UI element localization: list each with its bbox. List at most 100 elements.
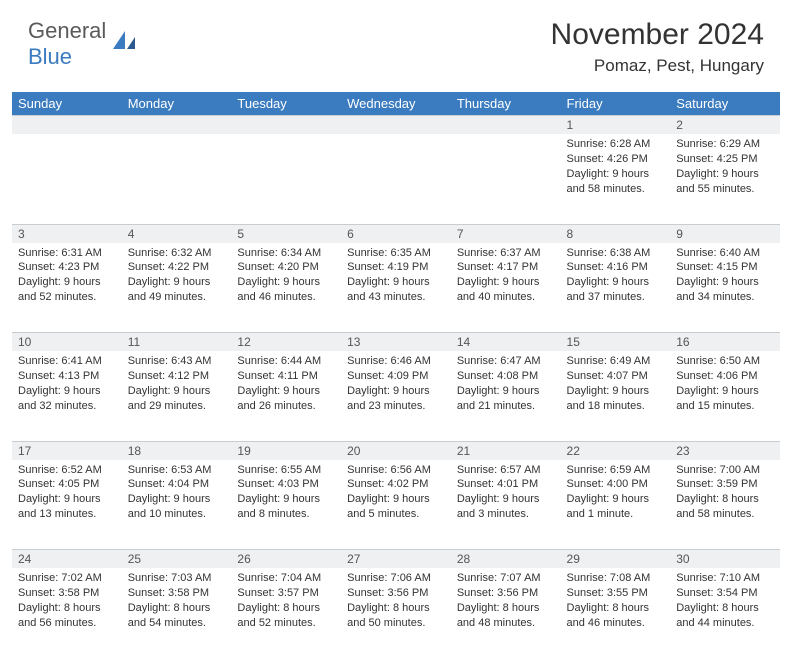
- day-content-cell: Sunrise: 6:28 AMSunset: 4:26 PMDaylight:…: [561, 134, 671, 224]
- daylight-text-2: and 43 minutes.: [347, 290, 445, 305]
- daylight-text-2: and 29 minutes.: [128, 399, 226, 414]
- sunset-text: Sunset: 4:02 PM: [347, 477, 445, 492]
- day-content-row: Sunrise: 6:31 AMSunset: 4:23 PMDaylight:…: [12, 243, 780, 333]
- sunrise-text: Sunrise: 6:44 AM: [237, 354, 335, 369]
- sunset-text: Sunset: 3:54 PM: [676, 586, 774, 601]
- sunrise-text: Sunrise: 6:29 AM: [676, 137, 774, 152]
- daylight-text-2: and 5 minutes.: [347, 507, 445, 522]
- day-number-cell: 10: [12, 333, 122, 352]
- day-content-cell: Sunrise: 6:59 AMSunset: 4:00 PMDaylight:…: [561, 460, 671, 550]
- daylight-text-2: and 40 minutes.: [457, 290, 555, 305]
- day-number-cell: 25: [122, 550, 232, 569]
- day-number-row: 3456789: [12, 224, 780, 243]
- day-number-cell: 15: [561, 333, 671, 352]
- day-number-cell: [451, 116, 561, 135]
- day-content-cell: Sunrise: 6:57 AMSunset: 4:01 PMDaylight:…: [451, 460, 561, 550]
- day-number-cell: 14: [451, 333, 561, 352]
- day-number-cell: 4: [122, 224, 232, 243]
- day-number-cell: 9: [670, 224, 780, 243]
- day-number-cell: 7: [451, 224, 561, 243]
- day-content-cell: Sunrise: 7:02 AMSunset: 3:58 PMDaylight:…: [12, 568, 122, 658]
- sunrise-text: Sunrise: 6:56 AM: [347, 463, 445, 478]
- day-content-cell: Sunrise: 6:49 AMSunset: 4:07 PMDaylight:…: [561, 351, 671, 441]
- daylight-text-2: and 58 minutes.: [567, 182, 665, 197]
- day-content-cell: Sunrise: 6:34 AMSunset: 4:20 PMDaylight:…: [231, 243, 341, 333]
- sunset-text: Sunset: 3:59 PM: [676, 477, 774, 492]
- day-number-cell: 28: [451, 550, 561, 569]
- day-content-cell: Sunrise: 7:03 AMSunset: 3:58 PMDaylight:…: [122, 568, 232, 658]
- daylight-text-1: Daylight: 9 hours: [128, 492, 226, 507]
- day-content-cell: Sunrise: 7:08 AMSunset: 3:55 PMDaylight:…: [561, 568, 671, 658]
- day-number-cell: 6: [341, 224, 451, 243]
- sunrise-text: Sunrise: 6:43 AM: [128, 354, 226, 369]
- daylight-text-1: Daylight: 9 hours: [457, 492, 555, 507]
- sunset-text: Sunset: 4:23 PM: [18, 260, 116, 275]
- sunrise-text: Sunrise: 7:08 AM: [567, 571, 665, 586]
- daylight-text-1: Daylight: 9 hours: [18, 384, 116, 399]
- sunset-text: Sunset: 4:06 PM: [676, 369, 774, 384]
- day-content-cell: Sunrise: 6:43 AMSunset: 4:12 PMDaylight:…: [122, 351, 232, 441]
- day-content-cell: Sunrise: 7:10 AMSunset: 3:54 PMDaylight:…: [670, 568, 780, 658]
- day-number-cell: 5: [231, 224, 341, 243]
- daylight-text-1: Daylight: 9 hours: [347, 275, 445, 290]
- weekday-header: Monday: [122, 92, 232, 116]
- sunset-text: Sunset: 4:07 PM: [567, 369, 665, 384]
- day-content-row: Sunrise: 6:28 AMSunset: 4:26 PMDaylight:…: [12, 134, 780, 224]
- daylight-text-2: and 48 minutes.: [457, 616, 555, 631]
- daylight-text-1: Daylight: 8 hours: [347, 601, 445, 616]
- sunrise-text: Sunrise: 6:32 AM: [128, 246, 226, 261]
- day-number-row: 10111213141516: [12, 333, 780, 352]
- daylight-text-1: Daylight: 9 hours: [128, 275, 226, 290]
- day-number-row: 17181920212223: [12, 441, 780, 460]
- location-label: Pomaz, Pest, Hungary: [551, 56, 764, 76]
- day-number-cell: 17: [12, 441, 122, 460]
- day-number-cell: 11: [122, 333, 232, 352]
- daylight-text-1: Daylight: 9 hours: [676, 275, 774, 290]
- day-content-cell: Sunrise: 6:32 AMSunset: 4:22 PMDaylight:…: [122, 243, 232, 333]
- daylight-text-1: Daylight: 9 hours: [347, 492, 445, 507]
- sail-icon: [111, 29, 137, 60]
- sunset-text: Sunset: 4:01 PM: [457, 477, 555, 492]
- daylight-text-2: and 46 minutes.: [237, 290, 335, 305]
- sunrise-text: Sunrise: 6:59 AM: [567, 463, 665, 478]
- day-content-cell: Sunrise: 6:37 AMSunset: 4:17 PMDaylight:…: [451, 243, 561, 333]
- day-number-cell: 29: [561, 550, 671, 569]
- daylight-text-2: and 13 minutes.: [18, 507, 116, 522]
- sunrise-text: Sunrise: 6:57 AM: [457, 463, 555, 478]
- day-content-row: Sunrise: 6:41 AMSunset: 4:13 PMDaylight:…: [12, 351, 780, 441]
- day-number-cell: 18: [122, 441, 232, 460]
- sunrise-text: Sunrise: 6:40 AM: [676, 246, 774, 261]
- daylight-text-2: and 8 minutes.: [237, 507, 335, 522]
- sunset-text: Sunset: 4:13 PM: [18, 369, 116, 384]
- sunset-text: Sunset: 4:00 PM: [567, 477, 665, 492]
- daylight-text-1: Daylight: 9 hours: [567, 492, 665, 507]
- weekday-header: Saturday: [670, 92, 780, 116]
- daylight-text-2: and 52 minutes.: [237, 616, 335, 631]
- day-number-cell: 16: [670, 333, 780, 352]
- day-content-cell: Sunrise: 6:29 AMSunset: 4:25 PMDaylight:…: [670, 134, 780, 224]
- sunrise-text: Sunrise: 6:35 AM: [347, 246, 445, 261]
- day-content-cell: [231, 134, 341, 224]
- weekday-header: Thursday: [451, 92, 561, 116]
- sunrise-text: Sunrise: 6:50 AM: [676, 354, 774, 369]
- day-number-cell: 30: [670, 550, 780, 569]
- sunrise-text: Sunrise: 7:00 AM: [676, 463, 774, 478]
- sunset-text: Sunset: 4:20 PM: [237, 260, 335, 275]
- daylight-text-2: and 58 minutes.: [676, 507, 774, 522]
- daylight-text-1: Daylight: 9 hours: [457, 384, 555, 399]
- sunrise-text: Sunrise: 6:41 AM: [18, 354, 116, 369]
- weekday-header: Wednesday: [341, 92, 451, 116]
- day-number-cell: 20: [341, 441, 451, 460]
- day-content-cell: Sunrise: 6:40 AMSunset: 4:15 PMDaylight:…: [670, 243, 780, 333]
- daylight-text-1: Daylight: 9 hours: [18, 492, 116, 507]
- logo-text-blue: Blue: [28, 44, 72, 69]
- sunset-text: Sunset: 3:57 PM: [237, 586, 335, 601]
- day-content-cell: Sunrise: 6:55 AMSunset: 4:03 PMDaylight:…: [231, 460, 341, 550]
- sunset-text: Sunset: 3:55 PM: [567, 586, 665, 601]
- day-number-cell: 24: [12, 550, 122, 569]
- day-content-cell: Sunrise: 6:46 AMSunset: 4:09 PMDaylight:…: [341, 351, 451, 441]
- daylight-text-1: Daylight: 9 hours: [676, 167, 774, 182]
- sunrise-text: Sunrise: 7:06 AM: [347, 571, 445, 586]
- day-number-cell: 22: [561, 441, 671, 460]
- day-content-cell: Sunrise: 7:07 AMSunset: 3:56 PMDaylight:…: [451, 568, 561, 658]
